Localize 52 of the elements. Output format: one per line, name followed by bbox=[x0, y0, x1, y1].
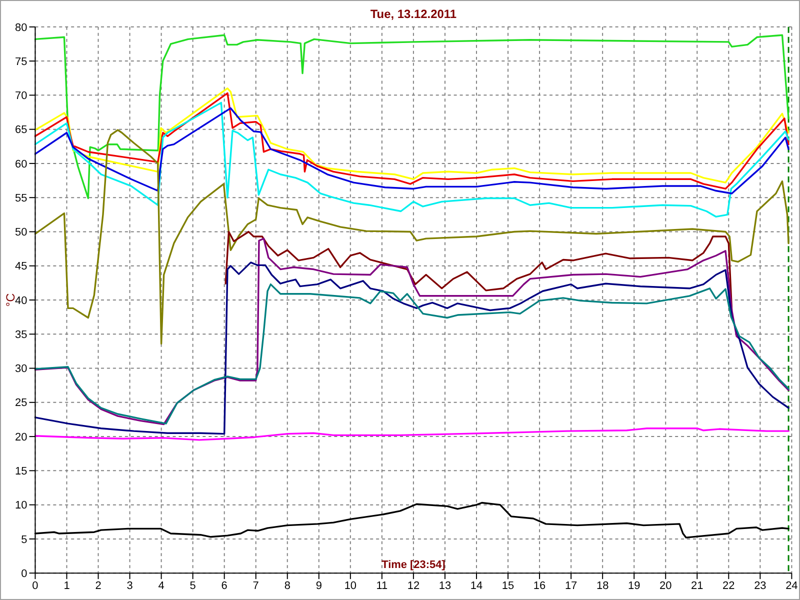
y-tick-label: 40 bbox=[15, 294, 28, 307]
x-axis-title: Time [23:54] bbox=[382, 559, 446, 572]
y-tick-label: 0 bbox=[21, 568, 28, 580]
x-tick-label: 14 bbox=[470, 580, 483, 592]
y-tick-label: 10 bbox=[15, 500, 28, 512]
x-tick-label: 6 bbox=[221, 580, 228, 592]
y-tick-label: 35 bbox=[15, 328, 28, 341]
y-tick-label: 45 bbox=[15, 260, 28, 273]
x-tick-label: 8 bbox=[284, 580, 290, 592]
x-tick-label: 18 bbox=[596, 580, 609, 592]
x-tick-label: 12 bbox=[407, 580, 420, 592]
y-tick-label: 55 bbox=[15, 192, 28, 204]
y-tick-label: 50 bbox=[15, 226, 28, 239]
y-tick-label: 60 bbox=[15, 158, 28, 170]
x-tick-label: 9 bbox=[316, 580, 322, 592]
line-series bbox=[34, 34, 790, 200]
y-tick-label: 65 bbox=[15, 124, 28, 136]
y-tick-label: 30 bbox=[15, 363, 28, 376]
chart-title: Tue, 13.12.2011 bbox=[370, 6, 457, 21]
x-tick-label: 17 bbox=[564, 580, 578, 592]
line-series bbox=[34, 428, 790, 441]
x-tick-label: 4 bbox=[158, 580, 164, 592]
x-tick-label: 11 bbox=[376, 580, 388, 592]
line-series bbox=[34, 102, 790, 218]
x-tick-label: 10 bbox=[344, 580, 357, 592]
x-tick-label: 0 bbox=[32, 580, 38, 592]
x-tick-label: 23 bbox=[754, 580, 766, 592]
x-tick-label: 2 bbox=[95, 580, 102, 592]
x-tick-label: 19 bbox=[628, 580, 640, 592]
x-tick-label: 20 bbox=[660, 580, 672, 592]
line-series bbox=[34, 238, 790, 426]
y-tick-label: 15 bbox=[15, 466, 28, 478]
line-series bbox=[34, 262, 790, 435]
x-tick-label: 3 bbox=[126, 580, 133, 592]
x-tick-label: 1 bbox=[64, 580, 70, 592]
y-tick-label: 75 bbox=[15, 56, 28, 68]
x-tick-label: 24 bbox=[786, 580, 798, 592]
x-tick-label: 22 bbox=[722, 580, 735, 592]
line-series bbox=[34, 107, 790, 194]
y-tick-label: 20 bbox=[15, 431, 28, 444]
y-tick-label: 5 bbox=[21, 534, 28, 546]
y-tick-label: 70 bbox=[15, 90, 28, 102]
x-tick-label: 13 bbox=[438, 580, 452, 592]
line-series bbox=[34, 283, 790, 424]
x-tick-label: 5 bbox=[190, 580, 196, 592]
y-tick-label: 80 bbox=[15, 22, 28, 34]
x-tick-label: 21 bbox=[691, 580, 704, 592]
y-tick-label: 25 bbox=[15, 397, 28, 410]
x-tick-label: 16 bbox=[533, 580, 546, 592]
x-tick-label: 7 bbox=[252, 580, 259, 592]
x-tick-label: 15 bbox=[502, 580, 514, 592]
line-series bbox=[34, 129, 790, 345]
